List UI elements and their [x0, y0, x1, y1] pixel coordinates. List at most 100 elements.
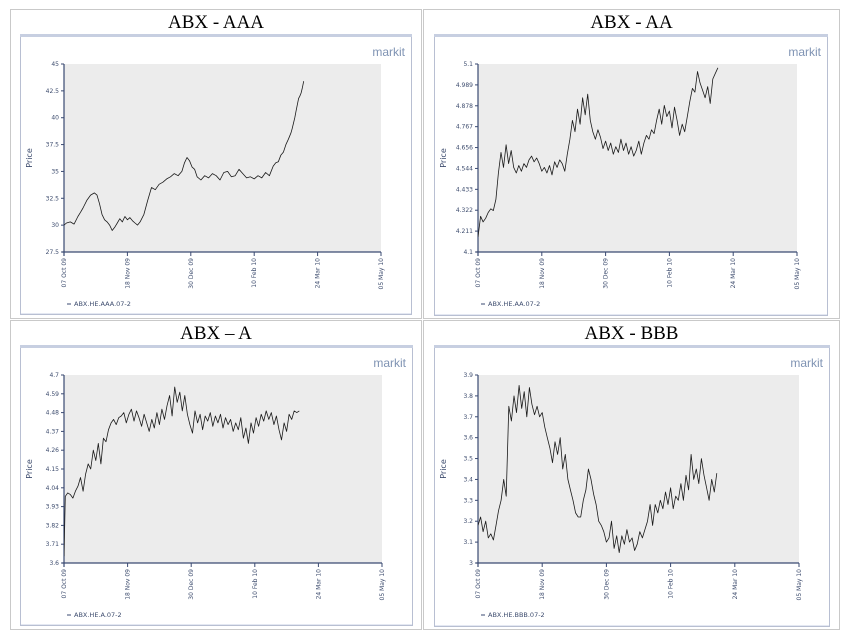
chart-cell-aaa: ABX - AAA markit 27.5 30 32.5 35 37.5 40 42.5 45… [10, 9, 422, 319]
y-tick-label: 3.5 [463, 456, 473, 463]
y-tick-label: 4.26 [46, 447, 60, 454]
x-tick-label: 07 Oct 09 [475, 258, 482, 288]
x-tick-label: 30 Dec 09 [188, 569, 195, 600]
x-tick-label: 24 Mar 10 [732, 569, 739, 600]
plot-area [64, 64, 381, 252]
series-line [478, 385, 718, 554]
x-tick-label: 18 Nov 09 [125, 569, 132, 600]
y-tick-label: 3.3 [463, 497, 473, 504]
chart-title: ABX - BBB [584, 323, 679, 344]
y-axis-label: Price [25, 148, 34, 168]
x-tick-label: 18 Nov 09 [124, 258, 131, 289]
legend-label: ABX.HE.AA.07-2 [488, 300, 540, 308]
y-tick-label: 3.9 [463, 372, 473, 379]
y-tick-label: 3.82 [46, 522, 60, 529]
series-line [64, 81, 305, 231]
x-tick-label: 05 May 10 [796, 569, 803, 601]
line-chart-a: markit 3.6 3.71 3.82 3.93 4.04 4.15 4.26 4.37 4.4… [25, 356, 407, 619]
y-tick-label: 3.71 [46, 541, 60, 548]
y-tick-label: 42.5 [46, 88, 60, 95]
plot-area [64, 375, 382, 563]
y-tick-label: 4.04 [46, 485, 60, 492]
y-tick-label: 4.322 [456, 207, 473, 214]
chart-frame: markit 27.5 30 32.5 35 37.5 40 42.5 45 07 Oct 09 1… [20, 34, 412, 315]
y-tick-label: 4.211 [456, 228, 473, 235]
plot-area [478, 375, 799, 563]
legend-label: ABX.HE.A.07-2 [74, 611, 122, 619]
x-tick-label: 05 May 10 [378, 258, 385, 290]
x-tick-label: 24 Mar 10 [315, 258, 322, 289]
x-tick-label: 07 Oct 09 [61, 569, 68, 599]
chart-title: ABX - AA [590, 12, 673, 33]
chart-cell-aa: ABX - AA markit 4.1 4.211 4.322 4.433 4.544 4.… [423, 9, 840, 319]
legend-label: ABX.HE.AAA.07-2 [74, 300, 131, 308]
line-chart-aaa: markit 27.5 30 32.5 35 37.5 40 42.5 45 07 Oct 09 1… [25, 45, 406, 308]
x-tick-label: 10 Feb 10 [251, 258, 258, 288]
legend-label: ABX.HE.BBB.07-2 [488, 611, 545, 619]
y-tick-label: 3.93 [46, 504, 60, 511]
y-tick-label: 4.989 [456, 82, 473, 89]
x-tick-label: 30 Dec 09 [188, 258, 195, 289]
x-tick-label: 18 Nov 09 [539, 258, 546, 289]
series-line [64, 386, 300, 557]
markit-logo: markit [788, 45, 821, 59]
chart-frame: markit 3.6 3.71 3.82 3.93 4.04 4.15 4.26 4.37 4.4… [20, 345, 413, 626]
y-tick-label: 4.656 [456, 145, 473, 152]
y-tick-label: 3.4 [463, 476, 473, 483]
markit-logo: markit [790, 356, 823, 370]
x-tick-label: 05 May 10 [794, 258, 801, 290]
y-tick-label: 4.767 [456, 124, 473, 131]
y-tick-label: 4.1 [463, 249, 473, 256]
y-tick-label: 35 [51, 168, 59, 175]
line-chart-bbb: markit 3 3.1 3.2 3.3 3.4 3.5 3.6 3.7 3.8 3.9 07 Oct… [439, 356, 824, 619]
y-tick-label: 4.7 [49, 372, 59, 379]
chart-cell-a: ABX – A markit 3.6 3.71 3.82 3.93 4.04 4.15 4.2… [10, 320, 422, 630]
x-tick-label: 24 Mar 10 [315, 569, 322, 600]
y-tick-label: 4.544 [456, 165, 473, 172]
y-tick-label: 27.5 [46, 249, 60, 256]
y-tick-label: 4.15 [46, 466, 60, 473]
x-tick-label: 10 Feb 10 [668, 569, 675, 599]
x-tick-label: 10 Feb 10 [666, 258, 673, 288]
chart-title: ABX - AAA [167, 12, 265, 33]
y-axis-label: Price [25, 459, 34, 479]
markit-logo: markit [373, 356, 406, 370]
markit-logo: markit [372, 45, 405, 59]
chart-title: ABX – A [180, 323, 252, 344]
y-tick-label: 4.59 [46, 391, 60, 398]
y-tick-label: 45 [51, 61, 59, 68]
x-tick-label: 07 Oct 09 [61, 258, 68, 288]
series-line [478, 67, 719, 238]
x-tick-label: 24 Mar 10 [730, 258, 737, 289]
chart-grid: ABX - AAA markit 27.5 30 32.5 35 37.5 40 42.5 45… [10, 9, 840, 630]
y-tick-label: 3.7 [463, 414, 473, 421]
y-axis-label: Price [439, 148, 448, 168]
y-tick-label: 4.37 [46, 428, 60, 435]
y-tick-label: 5.1 [463, 61, 473, 68]
y-tick-label: 37.5 [46, 142, 60, 149]
x-tick-label: 18 Nov 09 [539, 569, 546, 600]
x-tick-label: 05 May 10 [379, 569, 386, 601]
x-tick-label: 07 Oct 09 [475, 569, 482, 599]
y-tick-label: 30 [51, 222, 59, 229]
y-tick-label: 3 [469, 560, 473, 567]
y-tick-label: 4.433 [456, 186, 473, 193]
chart-frame: markit 4.1 4.211 4.322 4.433 4.544 4.656 4.767 4… [434, 34, 828, 316]
chart-frame: markit 3 3.1 3.2 3.3 3.4 3.5 3.6 3.7 3.8 3.9 07 Oct… [434, 345, 830, 627]
y-tick-label: 3.2 [463, 518, 473, 525]
y-axis-label: Price [439, 459, 448, 479]
y-tick-label: 3.6 [463, 435, 473, 442]
y-tick-label: 4.878 [456, 103, 473, 110]
chart-cell-bbb: ABX - BBB markit 3 3.1 3.2 3.3 3.4 3.5 3.6 3.7 3.… [423, 320, 840, 630]
y-tick-label: 3.8 [463, 393, 473, 400]
x-tick-label: 10 Feb 10 [252, 569, 259, 599]
y-tick-label: 4.48 [46, 410, 60, 417]
y-tick-label: 32.5 [46, 195, 60, 202]
line-chart-aa: markit 4.1 4.211 4.322 4.433 4.544 4.656 4.767 4… [439, 45, 822, 308]
x-tick-label: 30 Dec 09 [603, 569, 610, 600]
plot-area [478, 64, 797, 252]
y-tick-label: 3.1 [463, 539, 473, 546]
x-tick-label: 30 Dec 09 [603, 258, 610, 289]
y-tick-label: 40 [51, 115, 59, 122]
y-tick-label: 3.6 [49, 560, 59, 567]
